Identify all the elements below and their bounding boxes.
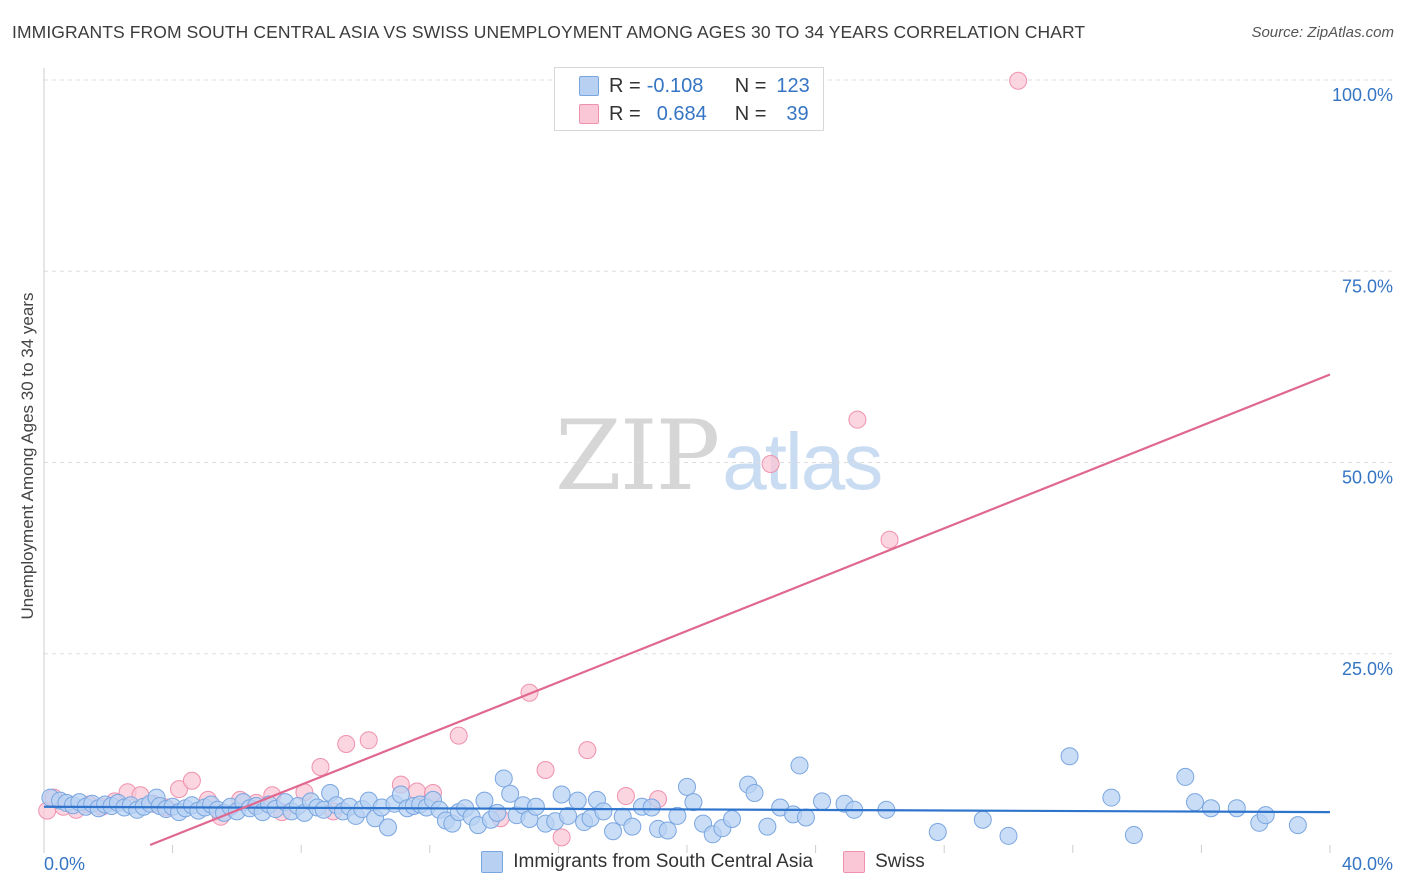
x-tick-label: 40.0% [1342, 854, 1393, 874]
legend-label-asia: Immigrants from South Central Asia [513, 851, 814, 872]
stats-row-blue: R = -0.108 N = 123 [579, 73, 810, 99]
asia-point [379, 818, 398, 837]
asia-point [594, 802, 613, 821]
watermark-atlas: atlas [722, 417, 883, 506]
n-label: N = [734, 74, 767, 97]
y-tick-label: 75.0% [1342, 276, 1393, 296]
asia-point [658, 821, 677, 840]
legend-swatch-swiss [843, 851, 866, 873]
watermark-zip: ZIP [555, 400, 720, 512]
chart-title: IMMIGRANTS FROM SOUTH CENTRAL ASIA VS SW… [12, 22, 1086, 42]
asia-point [568, 791, 587, 810]
y-tick-label: 25.0% [1342, 659, 1393, 679]
asia-point [758, 817, 777, 836]
asia-point [723, 809, 742, 828]
swiss-point [552, 828, 571, 847]
asia-point [1202, 799, 1221, 818]
asia-point [604, 822, 623, 841]
swiss-point [1009, 71, 1028, 90]
r-label: R = [609, 102, 641, 125]
asia-point [668, 806, 687, 825]
y-tick-label: 100.0% [1332, 85, 1393, 105]
source-credit: Source: ZipAtlas.com [1251, 24, 1394, 41]
blue-swatch [579, 76, 599, 96]
asia-point [1288, 816, 1307, 835]
asia-point [559, 806, 578, 825]
asia-points [41, 747, 1307, 845]
pink-r-value: 0.684 [656, 102, 707, 125]
legend-swatch-asia [481, 851, 504, 873]
swiss-point [880, 530, 899, 549]
y-tick-label: 50.0% [1342, 468, 1393, 488]
swiss-point [449, 726, 468, 745]
swiss-point [578, 741, 597, 760]
tick-labels: 25.0% 50.0% 75.0% 100.0% 0.0% 40.0% [44, 85, 1393, 874]
trend-layer [43, 373, 1331, 847]
swiss-points [38, 71, 1028, 847]
asia-point [1227, 799, 1246, 818]
legend-item-asia[interactable]: Immigrants from South Central Asia [481, 851, 813, 873]
asia-point [999, 826, 1018, 845]
axis-layer [43, 68, 1331, 853]
swiss-point [170, 780, 189, 799]
asia-point [1185, 793, 1204, 812]
n-label: N = [734, 102, 767, 125]
swiss-point [359, 731, 378, 750]
y-axis-label: Unemployment Among Ages 30 to 34 years [18, 292, 37, 620]
blue-n-value: 123 [776, 74, 810, 97]
x-tick-label: 0.0% [44, 854, 85, 874]
asia-point [928, 822, 947, 841]
asia-point [796, 808, 815, 827]
swiss-point [182, 771, 201, 790]
asia-point [642, 798, 661, 817]
swiss-point [337, 735, 356, 754]
asia-point [488, 803, 507, 822]
r-label: R = [609, 74, 641, 97]
asia-point [475, 791, 494, 810]
asia-point [1060, 747, 1079, 766]
legend-item-swiss[interactable]: Swiss [843, 851, 925, 873]
legend: Immigrants from South Central Asia Swiss [0, 851, 1406, 873]
asia-point [1102, 788, 1121, 807]
blue-r-value: -0.108 [646, 74, 704, 97]
asia-point [678, 777, 696, 796]
swiss-point [536, 761, 555, 780]
pink-swatch [579, 104, 599, 124]
asia-point [552, 785, 571, 804]
asia-point [1256, 806, 1275, 825]
pink-n-value: 39 [786, 102, 809, 125]
asia-trend-line [43, 805, 1331, 814]
asia-point [623, 817, 642, 836]
asia-point [494, 769, 513, 788]
swiss-point [616, 787, 635, 806]
swiss-point [848, 410, 867, 429]
watermark: ZIPatlas [555, 400, 883, 512]
asia-point [526, 797, 545, 816]
legend-label-swiss: Swiss [875, 851, 925, 872]
asia-point [813, 792, 832, 811]
asia-point [745, 783, 764, 802]
asia-point [973, 810, 992, 829]
asia-point [1176, 767, 1195, 786]
grid-layer [44, 79, 1395, 655]
asia-point [790, 756, 809, 775]
swiss-trend-line [149, 373, 1331, 847]
swiss-point [761, 455, 780, 474]
stats-row-pink: R = 0.684 N = 39 [579, 101, 809, 127]
asia-point [1124, 826, 1143, 845]
swiss-point [311, 757, 330, 776]
asia-point [501, 784, 520, 803]
correlation-stats-box: R = -0.108 N = 123 R = 0.684 N = 39 [554, 67, 824, 131]
asia-point [684, 793, 703, 812]
